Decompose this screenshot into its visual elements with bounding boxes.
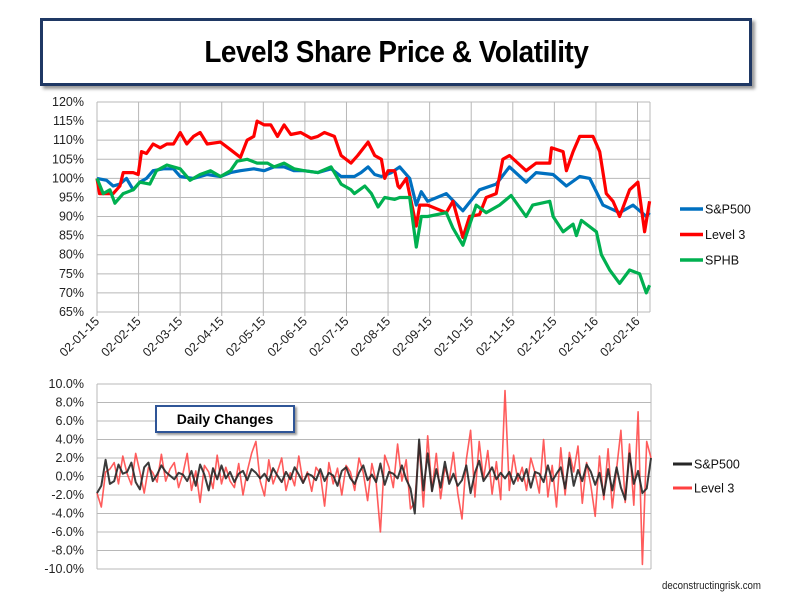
price-chart-series: [95, 119, 652, 295]
legend-label: SPHB: [705, 254, 739, 268]
y-tick-label: -8.0%: [51, 544, 84, 558]
y-tick-label: 115%: [53, 114, 84, 128]
y-tick-label: -2.0%: [51, 488, 84, 502]
chart-title: Level3 Share Price & Volatility: [203, 34, 589, 69]
y-tick-label: -6.0%: [51, 525, 84, 539]
y-tick-label: 8.0%: [56, 396, 85, 410]
y-tick-label: 100%: [52, 171, 84, 185]
chart-title-box: Level3 Share Price & Volatility: [40, 18, 752, 86]
x-tick-label: 02-11-15: [473, 314, 518, 359]
y-tick-label: 75%: [59, 267, 84, 281]
y-tick-label: 95%: [59, 190, 84, 204]
x-tick-label: 02-05-15: [223, 314, 268, 359]
x-tick-label: 02-10-15: [431, 314, 476, 359]
series-line-daily-sp500: [96, 438, 652, 515]
y-tick-label: 90%: [59, 210, 84, 224]
x-tick-label: 02-06-15: [265, 314, 310, 359]
y-tick-label: 2.0%: [56, 451, 85, 465]
y-tick-label: -10.0%: [44, 562, 84, 576]
x-tick-label: 02-12-15: [514, 314, 559, 359]
x-tick-label: 02-03-15: [140, 314, 185, 359]
x-tick-label: 02-04-15: [182, 314, 227, 359]
legend-label: S&P500: [694, 458, 740, 472]
x-tick-label: 02-09-15: [389, 314, 434, 359]
source-credit: deconstructingrisk.com: [662, 580, 761, 592]
x-tick-label: 02-02-15: [98, 314, 143, 359]
y-tick-label: 10.0%: [49, 377, 84, 391]
series-line-sphb: [95, 157, 652, 295]
legend-label: Level 3: [705, 228, 745, 242]
daily-changes-title: Daily Changes: [176, 411, 274, 427]
y-tick-label: 70%: [59, 286, 84, 300]
daily-changes-series: [96, 389, 652, 566]
series-line-daily-level3: [96, 389, 652, 566]
y-tick-label: 110%: [53, 133, 84, 147]
x-tick-label: 02-01-15: [57, 314, 102, 359]
y-tick-label: 105%: [52, 152, 84, 166]
y-tick-label: 80%: [59, 248, 84, 262]
y-tick-label: 4.0%: [56, 433, 85, 447]
x-tick-label: 02-01-16: [556, 314, 601, 359]
daily-changes-y-ticks: 10.0% 8.0% 6.0% 4.0% 2.0% 0.0% -2.0% -4.0% -6.0%…: [44, 377, 84, 576]
series-line-level3: [95, 119, 652, 240]
price-chart-x-ticks: 02-01-1502-02-1502-03-1502-04-1502-05-15…: [57, 314, 643, 359]
legend-label: Level 3: [694, 482, 734, 496]
y-tick-label: 6.0%: [56, 414, 85, 428]
y-tick-label: 0.0%: [56, 470, 85, 484]
y-tick-label: -4.0%: [51, 507, 84, 521]
x-tick-label: 02-08-15: [348, 314, 393, 359]
y-tick-label: 85%: [59, 229, 84, 243]
x-tick-label: 02-07-15: [306, 314, 351, 359]
price-chart-y-ticks: 120% 115% 110% 105% 100% 95% 90% 85% 80% 75% 70% 65…: [52, 95, 84, 319]
y-tick-label: 120%: [52, 95, 84, 109]
legend-label: S&P500: [705, 203, 751, 217]
daily-changes-label-box: Daily Changes: [155, 405, 295, 433]
daily-changes-legend: S&P500 Level 3: [673, 458, 740, 496]
x-tick-label: 02-02-16: [597, 314, 642, 359]
y-tick-label: 65%: [59, 305, 84, 319]
price-chart-legend: S&P500 Level 3 SPHB: [680, 203, 751, 268]
